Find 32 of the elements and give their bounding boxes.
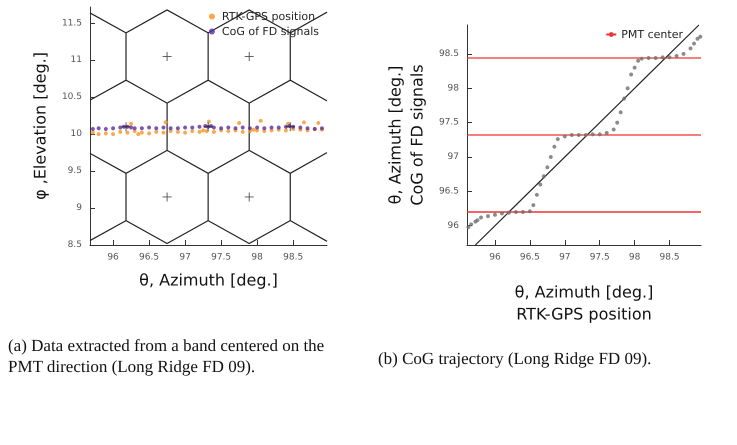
x-axis-title: θ, Azimuth [deg.] bbox=[139, 270, 278, 290]
x-tick-label: 98 bbox=[251, 252, 264, 262]
text: (b) CoG trajectory (Long Ridge FD 09). bbox=[378, 348, 652, 369]
y-tick-label: 98.5 bbox=[438, 48, 459, 59]
x-tick-label: 98.5 bbox=[283, 252, 304, 262]
y-tick-label: 98 bbox=[448, 83, 460, 94]
y-tick-label: 9.5 bbox=[68, 166, 82, 176]
y-tick-label: 10 bbox=[70, 129, 82, 140]
y-tick-label: 96 bbox=[448, 220, 460, 231]
y-axis-title: φ ,Elevation [deg.] bbox=[30, 52, 50, 200]
y-tick-label: 10.5 bbox=[62, 92, 82, 102]
x-tick-label: 98.5 bbox=[660, 252, 680, 262]
x-tick-label: 97.5 bbox=[211, 252, 232, 262]
x-tick-label: 98 bbox=[628, 252, 641, 262]
x-tick-label: 97 bbox=[559, 252, 571, 262]
x-tick-label: 96.5 bbox=[139, 252, 160, 262]
text: (a) Data extracted from a band centered on the PMT direction (Long Ridge FD 09). bbox=[8, 335, 326, 377]
x-tick-label: 96 bbox=[107, 252, 120, 262]
y-tick-label: 8.5 bbox=[68, 240, 82, 250]
y-tick-label: 9 bbox=[76, 203, 82, 214]
x-tick-label: 96.5 bbox=[520, 252, 540, 262]
x-axis-title: θ, Azimuth [deg.] RTK-GPS position bbox=[514, 282, 654, 324]
y-tick-label: 11 bbox=[70, 55, 82, 66]
y-tick-label: 97 bbox=[448, 152, 459, 162]
x-tick-label: 96 bbox=[489, 252, 501, 262]
y-tick-label: 96.5 bbox=[438, 186, 459, 196]
legend-label: PMT center bbox=[621, 28, 684, 41]
y-tick-label: 97.5 bbox=[438, 118, 459, 128]
y-tick-label: 11.5 bbox=[62, 18, 82, 28]
x-tick-label: 97 bbox=[179, 252, 191, 262]
y-axis-title: θ, Azimuth [deg.] CoG of FD signals bbox=[386, 64, 427, 206]
x-tick-label: 97.5 bbox=[590, 252, 610, 262]
